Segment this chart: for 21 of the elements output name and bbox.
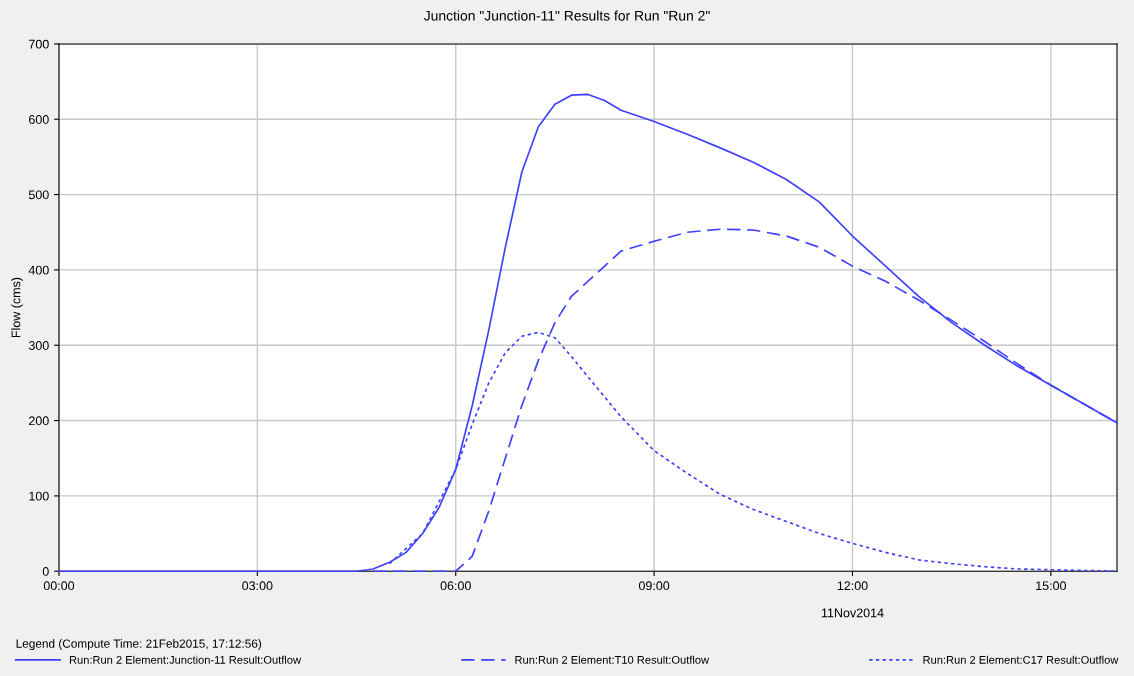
y-tick-label: 400: [28, 265, 49, 275]
x-tick-label: 03:00: [242, 581, 273, 591]
legend-title: Legend (Compute Time: 21Feb2015, 17:12:56): [16, 639, 262, 651]
x-tick-label: 15:00: [1036, 581, 1067, 591]
legend-label: Run:Run 2 Element:Junction-11 Result:Outflow: [69, 655, 302, 664]
y-tick-label: 200: [29, 416, 49, 426]
x-tick-label: 09:00: [638, 581, 670, 591]
x-axis-title: 11Nov2014: [821, 608, 884, 618]
y-tick-label: 700: [29, 39, 49, 49]
legend-label: Run:Run 2 Element:T10 Result:Outflow: [515, 655, 710, 664]
y-tick-label: 100: [29, 491, 49, 501]
x-tick-label: 06:00: [440, 581, 471, 591]
y-tick-label: 0: [42, 567, 49, 576]
legend-label: Run:Run 2 Element:C17 Result:Outflow: [923, 655, 1119, 664]
x-tick-label: 00:00: [43, 581, 75, 591]
y-tick-label: 300: [28, 341, 49, 350]
y-axis-title: Flow (cms): [11, 277, 23, 338]
chart-title: Junction "Junction-11" Results for Run "Run 2": [423, 10, 710, 21]
y-tick-label: 500: [28, 190, 49, 200]
x-tick-label: 12:00: [837, 581, 868, 591]
y-tick-label: 600: [29, 115, 49, 124]
